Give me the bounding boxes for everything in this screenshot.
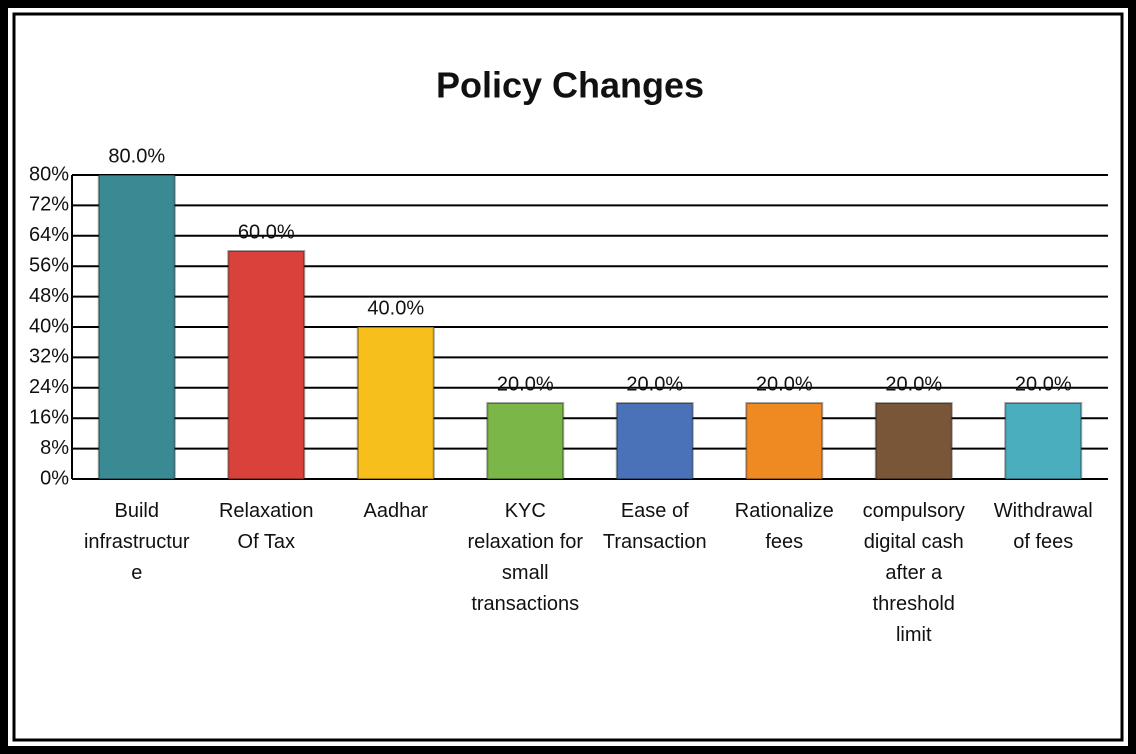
x-tick-label-box: Withdrawal of fees (993, 500, 1093, 553)
bar (356, 326, 435, 480)
x-tick-label: Relaxation Of Tax (218, 500, 314, 553)
bar (615, 402, 694, 480)
y-tick-label: 24% (29, 376, 69, 398)
y-tick-label: 72% (29, 194, 69, 216)
y-tick-label: 8% (40, 437, 69, 459)
bar (745, 402, 824, 480)
x-tick-label-box: Build infrastructure (83, 500, 190, 584)
y-tick-label: 64% (29, 224, 69, 246)
x-tick-label: KYC relaxation for small transactions (467, 500, 584, 615)
value-label: 60.0% (238, 221, 295, 243)
value-label: 40.0% (367, 297, 424, 319)
x-tick-label-box: KYC relaxation for small transactions (467, 500, 584, 615)
bar (486, 402, 565, 480)
x-tick-label: Aadhar (363, 500, 429, 522)
x-tick-label: compulsory digital cash after a threshol… (862, 500, 965, 646)
x-tick-label: Ease of Transaction (602, 500, 707, 553)
x-tick-label: Rationalize fees (734, 500, 834, 553)
value-label: 80.0% (108, 145, 165, 167)
y-tick-label: 48% (29, 285, 69, 307)
x-tick-label-box: Aadhar (363, 500, 429, 522)
x-tick-label-box: Relaxation Of Tax (218, 500, 314, 553)
y-tick-label: 80% (29, 163, 69, 185)
y-tick-label: 16% (29, 406, 69, 428)
y-tick-label: 40% (29, 315, 69, 337)
value-label: 20.0% (885, 373, 942, 395)
chart-title: Policy Changes (436, 65, 704, 106)
value-label: 20.0% (626, 373, 683, 395)
y-tick-label: 32% (29, 346, 69, 368)
x-tick-label: Build infrastructure (83, 500, 190, 584)
inner-frame (12, 12, 1124, 742)
bar (874, 402, 953, 480)
y-tick-label: 0% (40, 467, 69, 489)
value-label: 20.0% (497, 373, 554, 395)
y-tick-label: 56% (29, 254, 69, 276)
x-tick-label-box: compulsory digital cash after a threshol… (862, 500, 965, 646)
x-tick-label: Withdrawal of fees (993, 500, 1093, 553)
x-tick-label-box: Ease of Transaction (602, 500, 707, 553)
x-tick-label-box: Rationalize fees (734, 500, 834, 553)
value-label: 20.0% (1015, 373, 1072, 395)
bar (227, 250, 306, 480)
value-label: 20.0% (756, 373, 813, 395)
bar (97, 174, 176, 480)
bar (1004, 402, 1083, 480)
